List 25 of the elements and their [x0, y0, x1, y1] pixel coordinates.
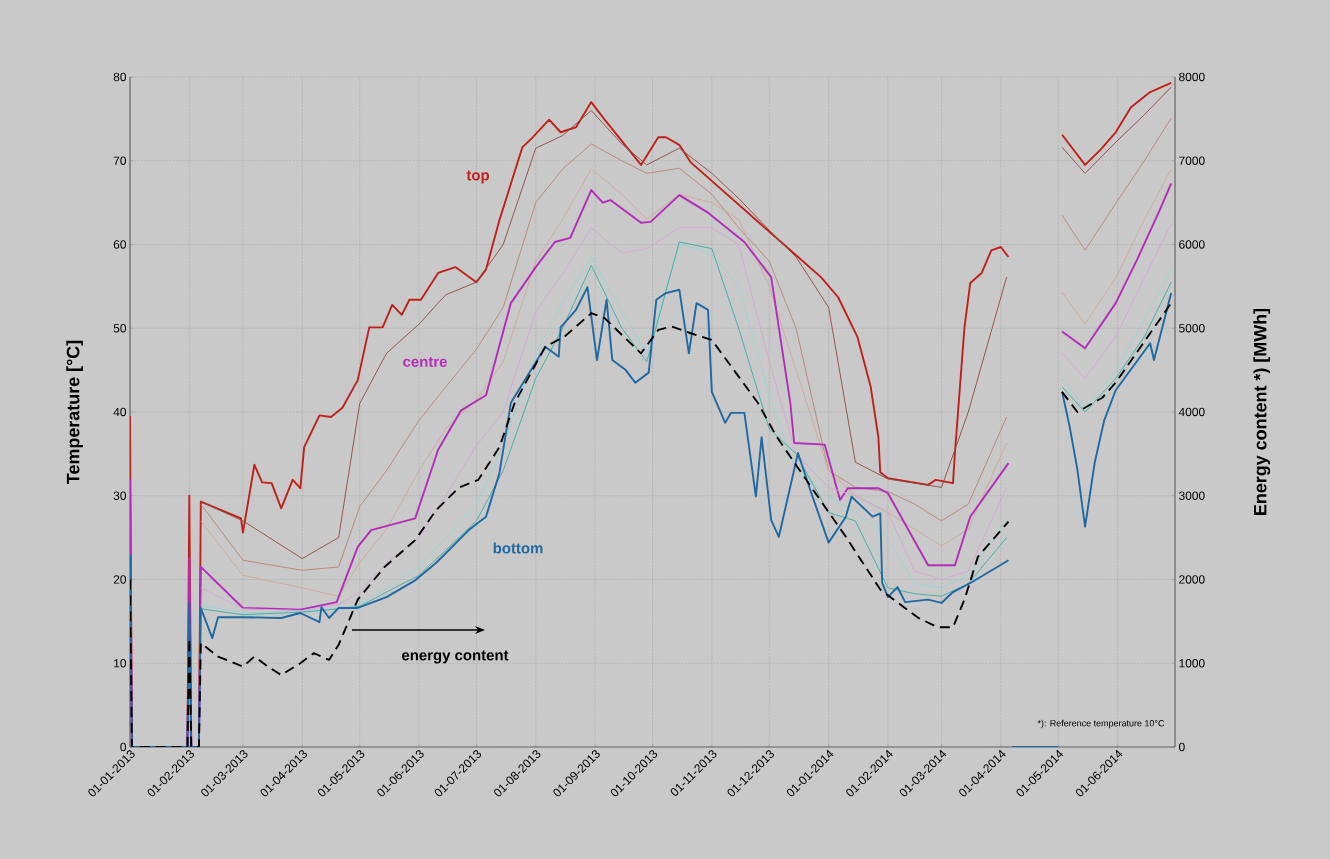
y2-tick-label: 0 [1179, 742, 1185, 752]
annotation: *): Reference temperature 10°C [1037, 719, 1165, 729]
text: energy content [402, 650, 509, 664]
y2-tick-label: 3000 [1179, 491, 1205, 500]
y-tick-label: 60 [113, 240, 127, 249]
y-tick-label: 20 [113, 575, 127, 584]
y2-axis-title: Energy content *) [MWh] [1253, 308, 1271, 515]
y2-tick-label: 7000 [1179, 156, 1205, 165]
y2-tick-label: 2000 [1179, 575, 1205, 584]
y-tick-label: 70 [113, 156, 127, 165]
y-tick-label: 40 [113, 407, 127, 417]
y2-tick-label: 1000 [1179, 659, 1205, 668]
y-tick-label: 80 [113, 72, 127, 82]
y2-tick-label: 4000 [1178, 407, 1205, 417]
y2-tick-label: 8000 [1179, 72, 1205, 82]
y-tick-label: 30 [113, 491, 127, 500]
series-label: bottom [493, 542, 543, 554]
y-tick-label: 50 [113, 324, 127, 333]
y2-tick-label: 5000 [1179, 324, 1205, 333]
series-label: top [466, 170, 490, 184]
text: centre [403, 357, 447, 367]
y-axis-title: Temperature [°C] [66, 340, 83, 484]
y-tick-label: 10 [114, 659, 127, 668]
y-tick-label: 0 [120, 742, 127, 752]
y2-tick-label: 6000 [1179, 240, 1205, 249]
